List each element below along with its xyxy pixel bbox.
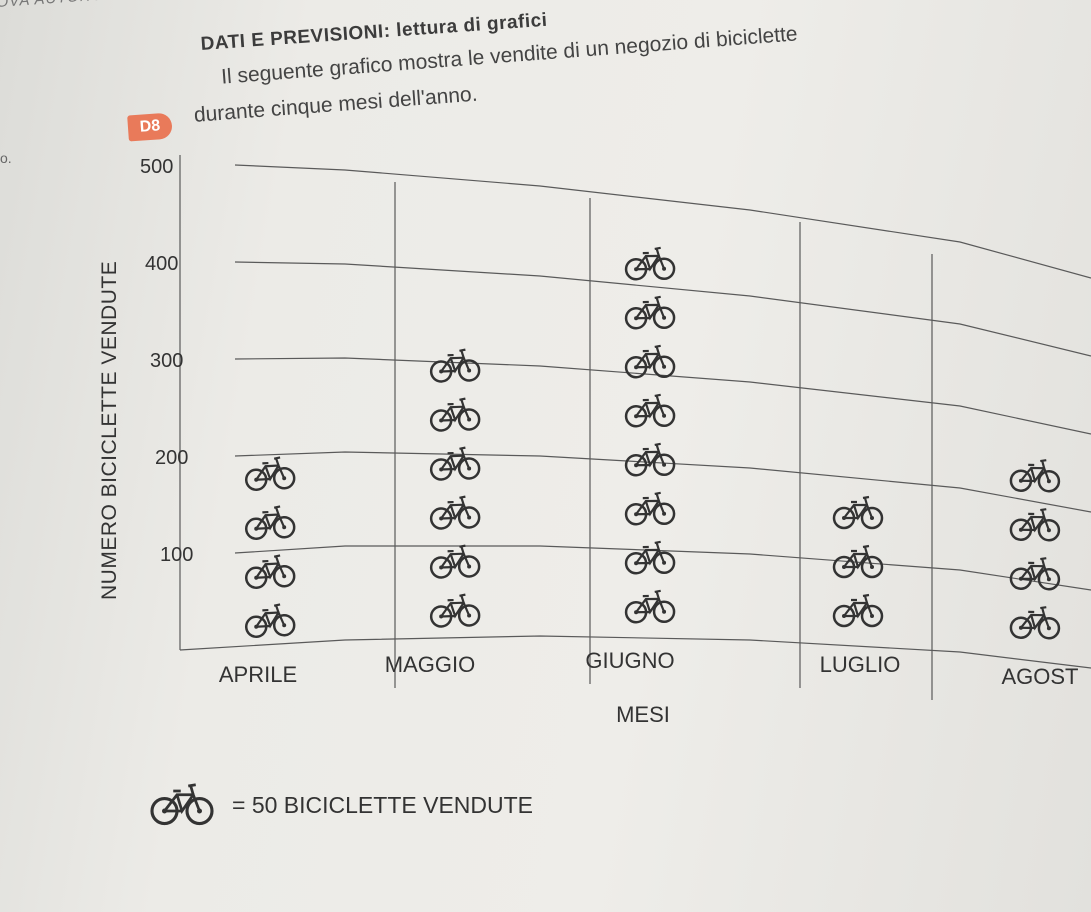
bicycle-icon [1009,605,1061,640]
y-tick-label: 100 [160,544,193,566]
bicycle-icon [429,347,481,384]
y-tick-label: 300 [150,350,183,372]
bicycle-icon [243,553,296,590]
chart-grid [179,155,1091,700]
bicycle-icon [1009,458,1061,493]
bicycle-icon [624,246,676,281]
bicycle-icon [624,295,676,330]
bicycle-icon [429,543,481,580]
x-category-label: MAGGIO [385,652,475,677]
y-axis-label: NUMERO BICICLETTE VENDUTE [98,260,121,600]
legend-text: = 50 BICICLETTE VENDUTE [232,792,533,818]
legend-bicycle-icon [150,783,214,826]
bicycle-icon [832,593,884,628]
y-tick-label: 500 [140,156,173,178]
bicycle-icon [624,589,676,624]
bicycle-icon [832,495,884,530]
x-axis-label: MESI [616,702,670,727]
bicycle-icon [243,602,296,639]
x-category-label: LUGLIO [820,652,901,677]
pictogram-marks [243,246,1061,640]
y-tick-label: 400 [145,253,178,275]
x-category-label: GIUGNO [585,648,674,673]
bicycle-icon [624,491,676,526]
bicycle-icon [243,504,296,541]
y-tick-label: 200 [155,447,188,469]
x-axis-line [179,635,1091,669]
x-category-label: APRILE [219,662,297,687]
bicycle-icon [429,396,481,433]
bicycle-icon [624,393,676,428]
gridline-500 [234,164,1091,279]
bicycle-icon [1009,507,1061,542]
gridline-400 [234,261,1091,357]
y-axis-ticks: 100 200 300 400 500 [140,156,193,566]
x-category-label: AGOST [1001,664,1078,689]
bicycle-icon [429,445,481,482]
bicycle-icon [624,442,676,477]
bicycle-icon [429,592,481,629]
margin-mark: o. [0,150,12,166]
bicycle-icon [429,494,481,531]
bicycle-icon [624,540,676,575]
x-axis-categories: APRILE MAGGIO GIUGNO LUGLIO AGOST [219,648,1079,689]
bicycle-icon [243,455,296,492]
gridline-300 [234,357,1091,435]
